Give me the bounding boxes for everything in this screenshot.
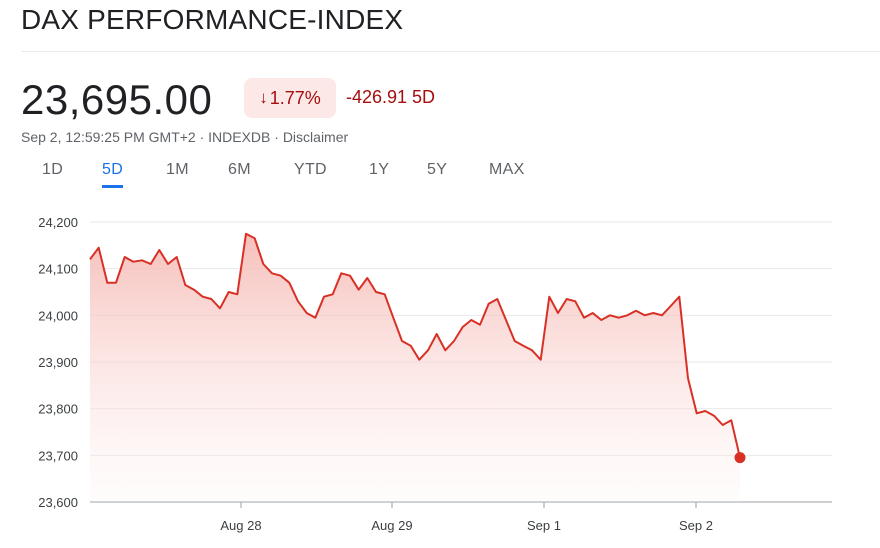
y-tick-label: 24,100 [38, 262, 78, 277]
x-tick-label: Sep 1 [527, 518, 561, 533]
series-line [89, 232, 741, 458]
y-tick-label: 23,900 [38, 355, 78, 370]
x-tick-label: Aug 29 [371, 518, 412, 533]
tab-ytd[interactable]: YTD [294, 161, 327, 178]
x-axis: Aug 28 Aug 29 Sep 1 Sep 2 [220, 502, 713, 533]
tab-1d[interactable]: 1D [42, 161, 64, 178]
y-tick-label: 23,700 [38, 448, 78, 463]
series-area [90, 233, 740, 502]
header-divider [21, 51, 880, 52]
page-title: DAX PERFORMANCE-INDEX [21, 4, 404, 35]
y-tick-label: 24,200 [38, 215, 78, 230]
tab-max[interactable]: MAX [489, 161, 525, 178]
x-tick-label: Sep 2 [679, 518, 713, 533]
quote-meta: Sep 2, 12:59:25 PM GMT+2 · INDEXDB · Dis… [21, 129, 349, 145]
tab-1y[interactable]: 1Y [369, 161, 390, 178]
y-tick-label: 24,000 [38, 308, 78, 323]
current-price: 23,695.00 [21, 76, 213, 123]
price-chart[interactable]: 24,200 24,100 24,000 23,900 23,800 23,700 23,6… [0, 200, 880, 548]
y-axis: 24,200 24,100 24,000 23,900 23,800 23,700 23,6… [38, 215, 78, 510]
y-tick-label: 23,800 [38, 402, 78, 417]
tab-5y[interactable]: 5Y [427, 161, 448, 178]
y-tick-label: 23,600 [38, 495, 78, 510]
tab-1m[interactable]: 1M [166, 161, 189, 178]
tab-5d[interactable]: 5D [102, 161, 124, 188]
arrow-down-icon: ↓ [259, 88, 268, 107]
last-price-marker [734, 452, 746, 464]
change-percent-value: 1.77% [269, 87, 321, 108]
change-absolute: -426.91 5D [346, 87, 436, 107]
x-tick-label: Aug 28 [220, 518, 261, 533]
tab-6m[interactable]: 6M [228, 161, 251, 178]
change-percent-badge: ↓ 1.77% [244, 78, 336, 118]
